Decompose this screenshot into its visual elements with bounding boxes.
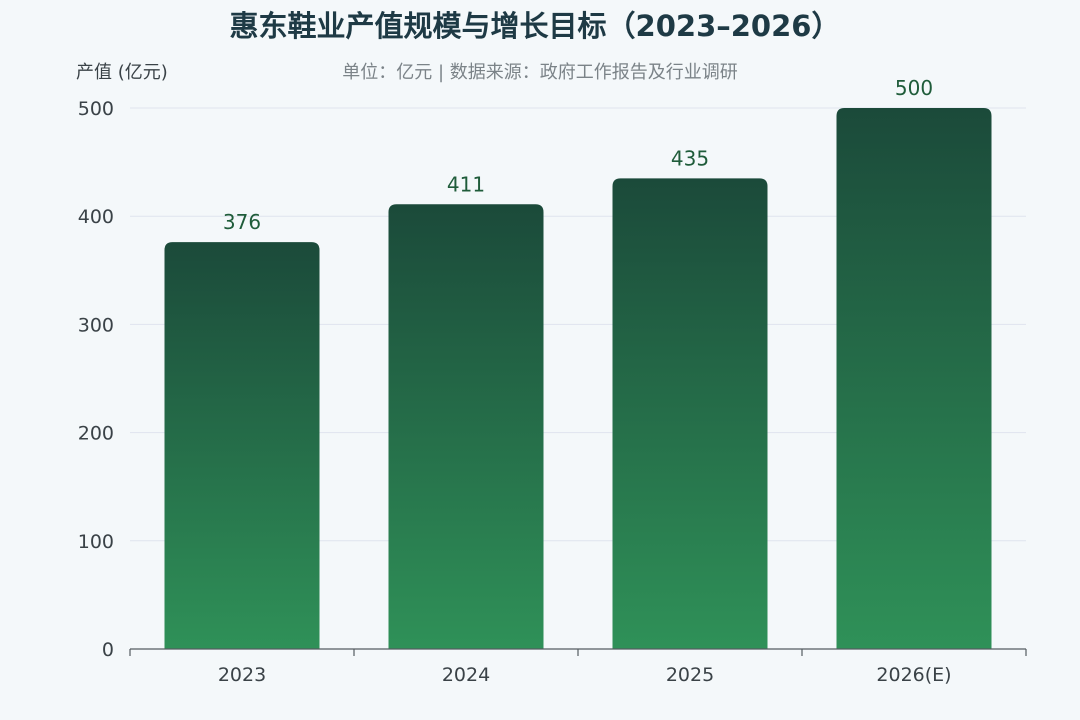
bars: 376 411 435 500 (164, 76, 992, 649)
bar-2026(E) (836, 108, 992, 649)
data-label: 435 (671, 146, 709, 170)
bar-2024 (388, 204, 544, 649)
data-label: 411 (447, 172, 485, 196)
y-tick-label: 300 (78, 314, 114, 336)
bar-2023 (164, 242, 320, 649)
data-label: 500 (895, 76, 933, 100)
x-tick-label: 2024 (442, 664, 490, 686)
y-tick-label: 100 (78, 531, 114, 553)
data-label: 376 (223, 210, 261, 234)
y-tick-label: 400 (78, 206, 114, 228)
bar-2025 (612, 178, 768, 649)
axes: 0 100 200 300 400 500 2023 2024 2025 2026(E) (78, 98, 1027, 686)
x-tick-label: 2026(E) (876, 664, 951, 686)
x-tick-label: 2025 (666, 664, 714, 686)
y-axis-label: 产值 (亿元) (76, 62, 168, 83)
x-tick-label: 2023 (218, 664, 266, 686)
y-tick-label: 200 (78, 423, 114, 445)
y-tick-label: 0 (102, 639, 114, 661)
y-tick-label: 500 (78, 98, 114, 120)
chart-title: 惠东鞋业产值规模与增长目标（2023–2026） (230, 9, 841, 43)
chart-subtitle: 单位：亿元 | 数据来源：政府工作报告及行业调研 (342, 62, 738, 83)
